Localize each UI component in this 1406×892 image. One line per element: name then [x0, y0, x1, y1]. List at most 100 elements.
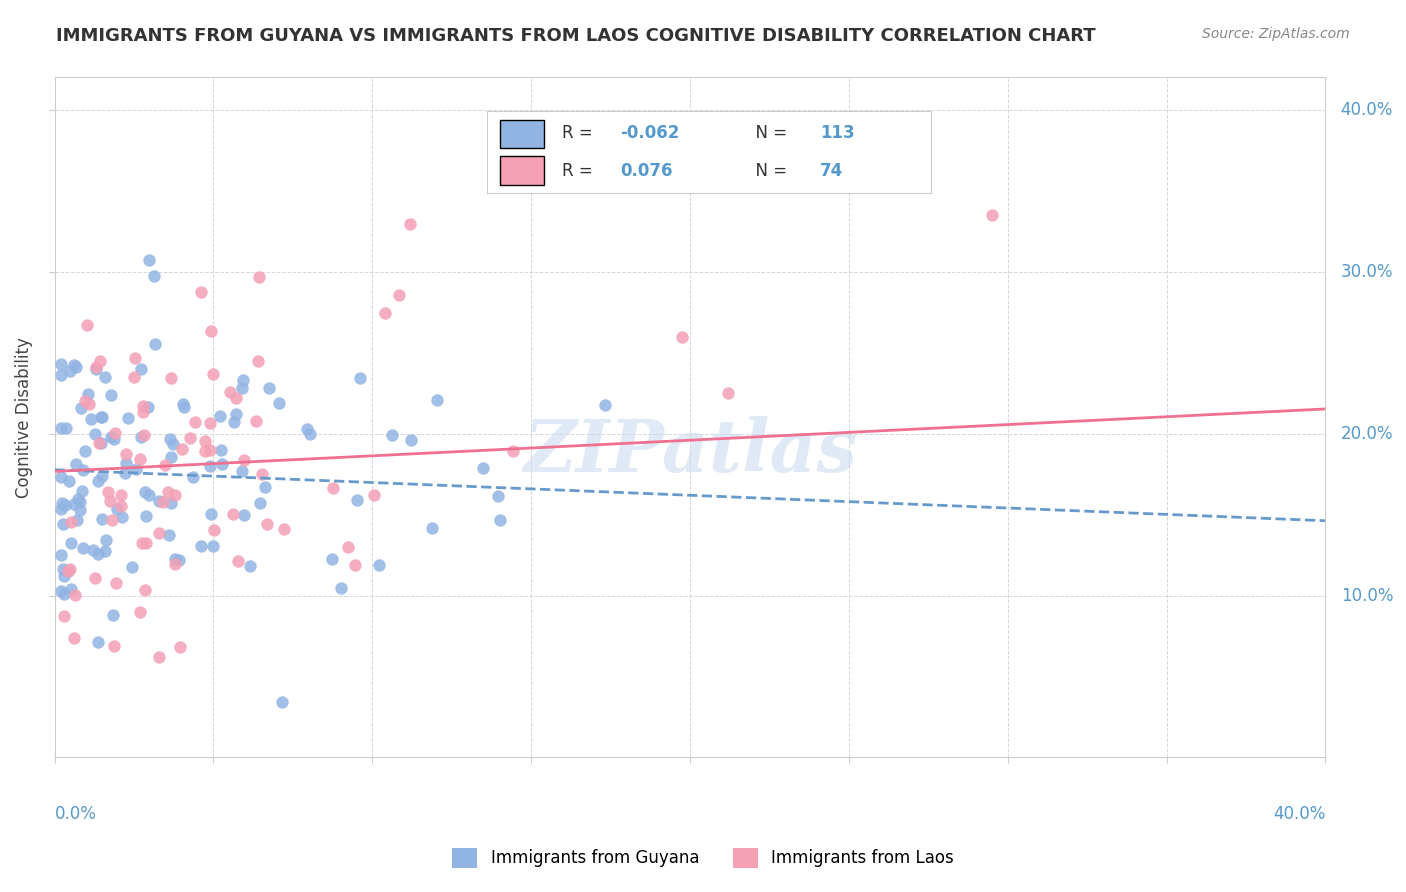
Point — [98, 493, 121, 508]
Point — [91, 468, 114, 483]
Point — [52, 562, 75, 576]
Point — [93, 544, 115, 558]
Point — [329, 582, 352, 596]
Point — [299, 426, 322, 441]
Point — [70, 484, 93, 499]
Point — [172, 397, 194, 411]
Point — [59, 515, 82, 529]
Point — [105, 501, 128, 516]
Point — [53, 609, 76, 624]
Point — [225, 391, 247, 405]
Point — [84, 571, 107, 585]
Legend: Immigrants from Guyana, Immigrants from Laos: Immigrants from Guyana, Immigrants from … — [446, 841, 960, 875]
Point — [59, 582, 82, 596]
Point — [84, 360, 107, 375]
Point — [247, 270, 270, 285]
Point — [717, 385, 740, 400]
Point — [233, 508, 256, 522]
Point — [49, 548, 72, 562]
Point — [58, 474, 80, 488]
Point — [60, 535, 83, 549]
Point — [201, 367, 224, 381]
Point — [163, 488, 186, 502]
Point — [121, 560, 143, 574]
Point — [209, 409, 232, 423]
Point — [595, 398, 617, 412]
Point — [49, 470, 72, 484]
Point — [231, 381, 253, 395]
Point — [250, 467, 273, 481]
Point — [399, 434, 422, 448]
Point — [129, 451, 152, 466]
Point — [65, 360, 87, 375]
Point — [87, 474, 110, 488]
Point — [49, 501, 72, 516]
Point — [138, 488, 160, 502]
Point — [59, 364, 82, 378]
Point — [59, 562, 82, 576]
Point — [131, 405, 153, 419]
Point — [152, 494, 174, 508]
Point — [76, 318, 98, 332]
Point — [115, 447, 138, 461]
Point — [381, 427, 404, 442]
Point — [91, 512, 114, 526]
Point — [346, 493, 368, 508]
Point — [198, 442, 221, 457]
Point — [219, 385, 242, 400]
Point — [337, 540, 360, 554]
Point — [89, 354, 111, 368]
Point — [53, 569, 76, 583]
Point — [65, 457, 87, 471]
Y-axis label: Cognitive Disability: Cognitive Disability — [15, 337, 32, 498]
Point — [209, 443, 232, 458]
Text: 0.0%: 0.0% — [55, 805, 97, 823]
Point — [97, 484, 120, 499]
Point — [122, 370, 145, 384]
Point — [148, 526, 170, 541]
Point — [134, 583, 156, 598]
Point — [374, 306, 396, 320]
Point — [249, 496, 271, 510]
Point — [232, 373, 254, 387]
Point — [239, 558, 262, 573]
Point — [53, 587, 76, 601]
Point — [162, 436, 184, 450]
Point — [270, 695, 292, 709]
Point — [138, 253, 160, 268]
Point — [322, 481, 344, 495]
Point — [125, 462, 148, 476]
Point — [181, 470, 204, 484]
Point — [211, 457, 233, 471]
Point — [90, 435, 112, 450]
Point — [111, 509, 134, 524]
Point — [502, 444, 524, 458]
Point — [58, 564, 80, 578]
Point — [80, 412, 103, 426]
Point — [488, 489, 510, 503]
Point — [69, 494, 91, 508]
Point — [143, 269, 166, 284]
Text: 40.0%: 40.0% — [1341, 101, 1393, 119]
Point — [72, 463, 94, 477]
Point — [245, 414, 267, 428]
Point — [471, 461, 494, 475]
Point — [100, 430, 122, 444]
Point — [76, 387, 98, 401]
Point — [231, 464, 253, 478]
Point — [148, 649, 170, 664]
Point — [62, 358, 84, 372]
Point — [90, 410, 112, 425]
Point — [193, 444, 215, 458]
Point — [90, 410, 112, 425]
Point — [87, 635, 110, 649]
Point — [115, 456, 138, 470]
Point — [143, 336, 166, 351]
Text: 30.0%: 30.0% — [1341, 263, 1393, 281]
Point — [53, 498, 76, 512]
Point — [131, 536, 153, 550]
Point — [155, 458, 177, 472]
Point — [131, 362, 153, 376]
Point — [110, 488, 132, 502]
Point — [179, 431, 201, 445]
